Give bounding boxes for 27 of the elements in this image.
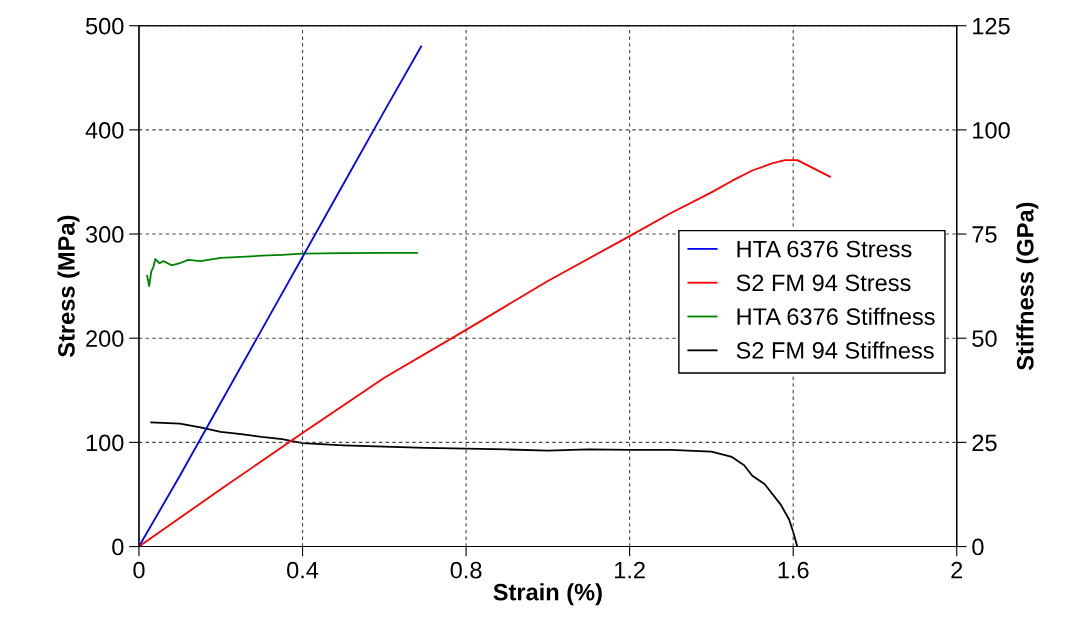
y-tick-label: 100 <box>86 434 124 452</box>
y2-tick-label: 125 <box>973 17 1010 35</box>
y-axis-title: Stress (MPa) <box>57 215 80 357</box>
y-tick-label: 300 <box>85 226 124 243</box>
legend-label: HTA 6376 Stress <box>737 240 912 258</box>
legend-label: S2 FM 94 Stress <box>736 274 911 292</box>
y-tick-label: 0 <box>112 538 124 556</box>
y-tick-label: 200 <box>86 330 124 348</box>
legend-label: HTA 6376 Stiffness <box>737 307 935 326</box>
y-tick-label: 400 <box>85 121 124 139</box>
line-series <box>138 45 423 547</box>
y2-axis-title: Stiffness (GPa) <box>1016 202 1039 371</box>
x-tick-label: 2 <box>951 561 963 579</box>
x-tick-label: 1.2 <box>615 561 645 579</box>
y2-tick-label: 25 <box>972 434 997 452</box>
y2-tick-label: 0 <box>972 538 984 556</box>
y2-tick-label: 50 <box>972 330 997 348</box>
x-tick-label: 0.8 <box>450 561 482 579</box>
x-tick-label: 0 <box>133 561 145 579</box>
y2-tick-label: 75 <box>972 226 997 243</box>
x-axis-title: Strain (%) <box>493 583 602 606</box>
line-series <box>146 251 418 288</box>
legend-label: S2 FM 94 Stiffness <box>736 341 934 359</box>
x-tick-label: 1.6 <box>778 561 809 579</box>
x-tick-label: 0.4 <box>287 561 319 579</box>
y-tick-label: 500 <box>85 17 124 35</box>
y2-tick-label: 100 <box>973 121 1010 139</box>
